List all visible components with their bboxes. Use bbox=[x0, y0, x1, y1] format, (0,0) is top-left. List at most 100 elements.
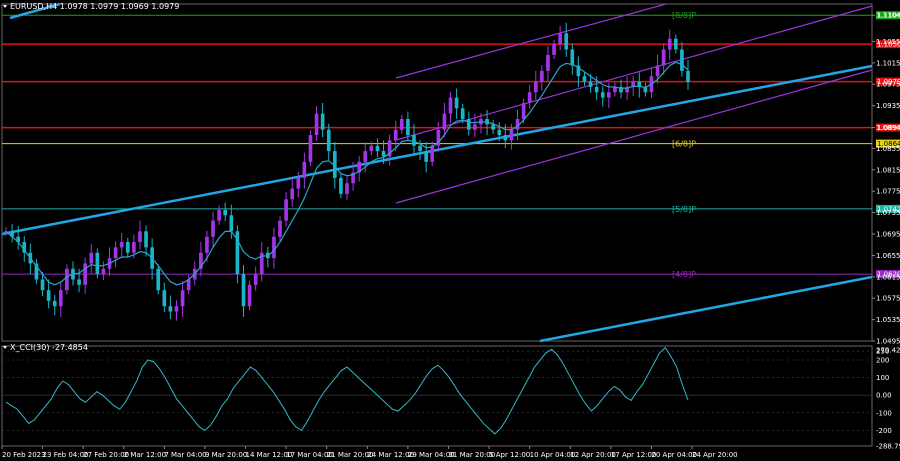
candle-body bbox=[375, 145, 380, 152]
candle-body bbox=[320, 113, 325, 130]
level-tag-bg-resistance-mid bbox=[876, 77, 900, 86]
candle-body bbox=[345, 183, 349, 194]
candle-body bbox=[594, 86, 599, 93]
candle-body bbox=[533, 81, 538, 93]
trend-line-top-left bbox=[9, 2, 61, 20]
symbol-header: EURUSD,H4 1.0978 1.0979 1.0969 1.0979 bbox=[10, 2, 179, 11]
candle-body bbox=[497, 129, 502, 136]
candle-body bbox=[302, 161, 307, 178]
candle-body bbox=[229, 215, 234, 232]
y-tick-label: 1.0815 bbox=[876, 166, 900, 174]
x-tick-label: 31 Mar 20:00 bbox=[448, 451, 495, 459]
candle-body bbox=[95, 252, 100, 275]
candle-body bbox=[661, 49, 666, 66]
moving-average-line bbox=[5, 61, 689, 286]
main-pane-frame bbox=[1, 3, 873, 342]
candle-body bbox=[217, 209, 221, 221]
candle-body bbox=[83, 263, 87, 285]
channel-top bbox=[395, 3, 667, 79]
cci-arrow-icon bbox=[3, 346, 7, 349]
candle-body bbox=[454, 97, 459, 109]
candle-body bbox=[284, 199, 288, 221]
candle-body bbox=[308, 135, 313, 162]
candle-body bbox=[113, 247, 118, 259]
y-tick-label: 1.0535 bbox=[876, 316, 900, 324]
candle-body bbox=[667, 38, 672, 50]
cci-pane bbox=[1, 345, 873, 447]
trend-line-lower bbox=[539, 275, 873, 343]
x-tick-label: 5 Apr 12:00 bbox=[489, 451, 530, 459]
x-tick-label: 17 Apr 12:00 bbox=[611, 451, 657, 459]
candle-body bbox=[576, 65, 581, 77]
candle-body bbox=[253, 274, 258, 285]
level-label-murrey-4-8: [4/8]P bbox=[672, 270, 696, 279]
cci-tick-label: 250 bbox=[876, 348, 889, 356]
candle-body bbox=[339, 177, 343, 194]
x-tick-label: 20 Feb 2023 bbox=[2, 451, 46, 459]
cci-tick-label: -288.7998 bbox=[876, 443, 900, 451]
y-tick-label: 1.0975 bbox=[876, 81, 900, 89]
candle-body bbox=[406, 119, 410, 136]
candle-body bbox=[119, 242, 124, 248]
candle-body bbox=[558, 33, 562, 45]
y-tick-label: 1.0495 bbox=[876, 338, 900, 346]
y-tick-label: 1.0575 bbox=[876, 295, 900, 303]
candle-body bbox=[34, 263, 39, 280]
candle-body bbox=[357, 161, 362, 173]
candle-body bbox=[314, 113, 319, 136]
candle-body bbox=[473, 124, 477, 130]
candle-body bbox=[211, 220, 215, 237]
cci-pane-frame bbox=[1, 345, 873, 447]
candle-body bbox=[540, 70, 544, 82]
candle-body bbox=[655, 65, 660, 77]
candle-body bbox=[46, 290, 51, 301]
candle-body bbox=[680, 49, 684, 71]
level-tag-resistance-upper: 1.1050 bbox=[877, 41, 900, 49]
level-tag-support-red: 1.0894 bbox=[877, 124, 900, 132]
candle-body bbox=[582, 76, 587, 82]
level-tag-murrey-6-8: 1.0864 bbox=[877, 140, 900, 148]
candle-body bbox=[259, 252, 264, 275]
candle-body bbox=[132, 242, 136, 253]
candle-body bbox=[631, 81, 636, 87]
level-tag-murrey-5-8: 1.0742 bbox=[877, 205, 900, 213]
candle-body bbox=[387, 140, 392, 157]
candle-body bbox=[509, 129, 514, 141]
candle-body bbox=[332, 151, 337, 178]
candle-body bbox=[326, 129, 331, 152]
candle-body bbox=[613, 86, 617, 93]
cci-tick-label: -200 bbox=[876, 427, 892, 435]
candle-body bbox=[247, 284, 252, 307]
candle-body bbox=[588, 81, 593, 87]
level-tag-bg-murrey-5-8 bbox=[876, 204, 900, 213]
x-tick-label: 10 Apr 04:00 bbox=[530, 451, 576, 459]
y-tick-label: 1.0935 bbox=[876, 102, 900, 110]
x-tick-label: 2 Mar 12:00 bbox=[124, 451, 166, 459]
level-tag-murrey-8-8: 1.1104 bbox=[877, 12, 900, 20]
level-tag-murrey-4-8: 1.0620 bbox=[877, 271, 900, 279]
x-tick-label: 12 Apr 20:00 bbox=[570, 451, 616, 459]
candle-body bbox=[16, 236, 21, 243]
candle-body bbox=[369, 145, 374, 152]
cci-tick-label: 0.00 bbox=[876, 392, 892, 400]
candle-body bbox=[643, 86, 648, 93]
level-tag-bg-resistance-upper bbox=[876, 40, 900, 49]
candle-body bbox=[144, 231, 148, 248]
candle-body bbox=[625, 86, 629, 93]
cci-tick-label: 100 bbox=[876, 374, 889, 382]
level-tag-resistance-mid: 1.0979 bbox=[877, 78, 900, 86]
candle-body bbox=[40, 279, 45, 291]
candle-body bbox=[448, 97, 453, 114]
x-tick-label: 23 Feb 04:00 bbox=[43, 451, 89, 459]
candle-body bbox=[180, 290, 185, 307]
candle-body bbox=[607, 92, 611, 98]
candle-body bbox=[290, 188, 295, 200]
candle-body bbox=[205, 236, 209, 253]
candle-body bbox=[65, 268, 69, 291]
y-tick-label: 1.0775 bbox=[876, 188, 900, 196]
y-tick-label: 1.1055 bbox=[876, 38, 900, 46]
candle-body bbox=[673, 38, 678, 50]
x-tick-label: 7 Mar 04:00 bbox=[164, 451, 206, 459]
y-tick-label: 1.0695 bbox=[876, 231, 900, 239]
